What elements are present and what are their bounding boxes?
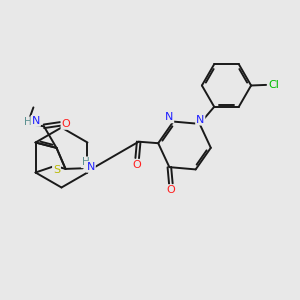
Text: S: S — [53, 165, 60, 176]
Text: O: O — [61, 119, 70, 129]
Text: N: N — [196, 115, 204, 125]
Text: O: O — [133, 160, 142, 170]
Text: H: H — [82, 157, 89, 167]
Text: Cl: Cl — [269, 80, 280, 90]
Text: H: H — [23, 117, 31, 128]
Text: N: N — [32, 116, 40, 126]
Text: O: O — [167, 185, 175, 195]
Text: N: N — [165, 112, 173, 122]
Text: N: N — [86, 162, 95, 172]
